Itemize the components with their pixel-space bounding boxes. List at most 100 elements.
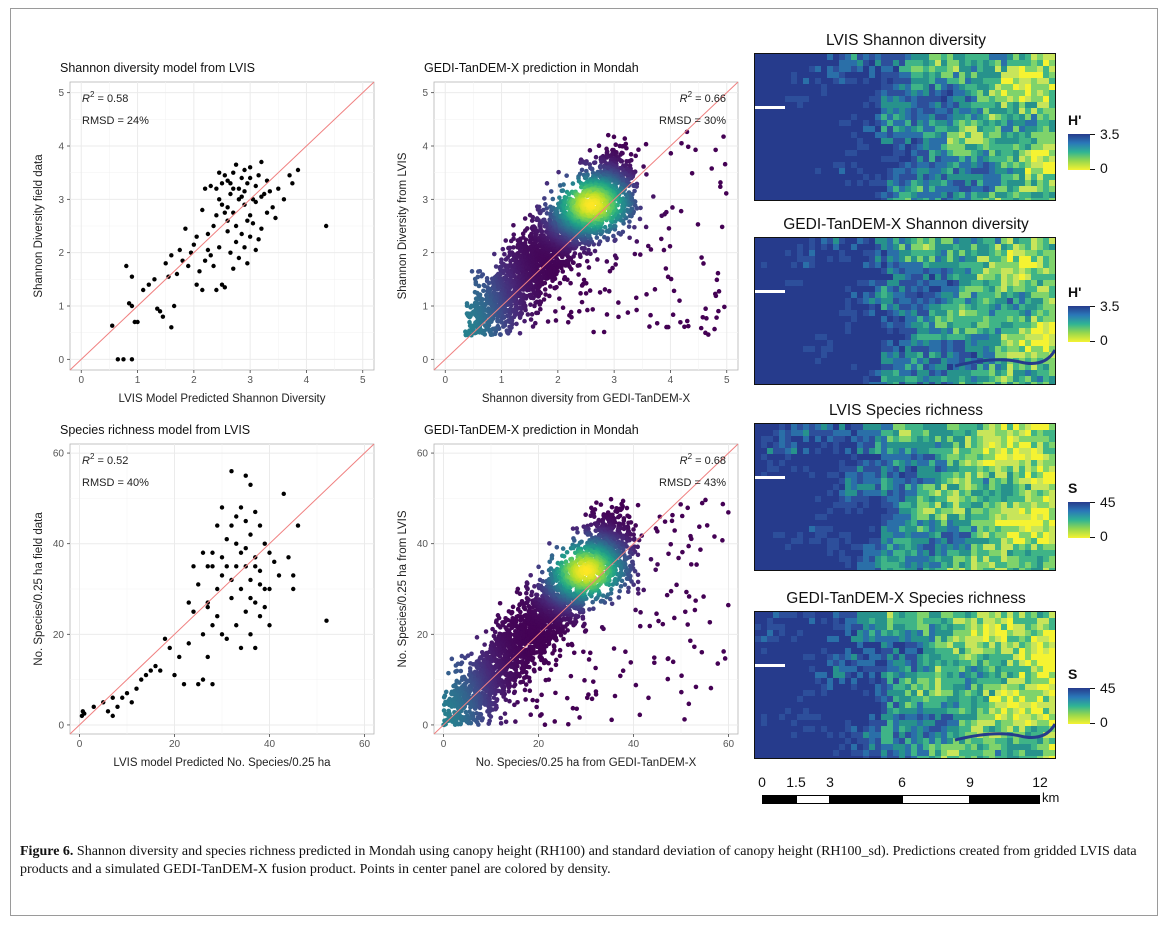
density-point (613, 262, 618, 267)
density-point (626, 514, 632, 520)
density-point (560, 269, 566, 274)
density-point (567, 313, 572, 318)
data-point (225, 205, 230, 210)
density-point (682, 717, 687, 722)
density-point (632, 251, 638, 257)
data-point (153, 663, 158, 669)
density-point (633, 523, 638, 528)
x-axis-label: LVIS Model Predicted Shannon Diversity (119, 393, 326, 405)
data-point (222, 285, 228, 290)
density-point (679, 689, 684, 695)
density-point (633, 682, 639, 688)
density-point (499, 259, 504, 265)
density-point (635, 579, 641, 585)
density-point (540, 207, 546, 213)
data-point (219, 181, 225, 186)
density-point (530, 697, 536, 703)
density-point (651, 655, 657, 660)
density-point (652, 287, 658, 292)
y-tick-label: 0 (422, 355, 428, 366)
density-point (604, 312, 610, 317)
x-tick-label: 0 (78, 375, 84, 386)
x-tick-label: 0 (441, 739, 447, 750)
density-point (602, 287, 608, 292)
density-point (459, 653, 465, 659)
density-point (584, 695, 590, 701)
density-point (527, 688, 533, 694)
density-point (586, 247, 591, 253)
data-point (242, 167, 247, 173)
density-point (686, 323, 691, 329)
r-squared-superscript: 2 (90, 452, 95, 461)
density-point (616, 514, 621, 520)
density-point (529, 231, 534, 237)
density-point (459, 677, 465, 683)
density-point (635, 552, 641, 558)
density-point (643, 141, 649, 147)
density-point (453, 669, 458, 674)
density-point (564, 173, 569, 178)
density-point (686, 594, 692, 599)
density-point (672, 528, 677, 533)
data-point (208, 253, 213, 258)
data-point (245, 218, 250, 223)
density-point (573, 613, 579, 618)
density-point (583, 291, 589, 296)
x-tick-label: 1 (499, 375, 505, 386)
density-point (594, 500, 599, 505)
y-tick-label: 2 (422, 248, 428, 259)
data-point (262, 191, 267, 197)
density-point (625, 310, 631, 315)
density-point (577, 262, 582, 268)
density-point (576, 272, 581, 277)
data-point (245, 261, 250, 266)
density-point (653, 567, 658, 573)
data-point (215, 586, 220, 592)
data-point (295, 167, 301, 173)
data-point (243, 609, 248, 614)
data-point (234, 541, 239, 546)
density-point (578, 184, 584, 190)
density-point (664, 592, 670, 598)
density-point (632, 188, 637, 194)
density-point (685, 505, 691, 511)
data-point (276, 573, 282, 578)
density-point (557, 653, 563, 659)
data-point (262, 541, 267, 546)
density-point (514, 321, 519, 327)
density-point (550, 278, 555, 284)
data-point (186, 263, 191, 269)
data-point (233, 239, 239, 245)
density-point (493, 264, 499, 269)
density-point (565, 642, 571, 648)
data-point (211, 223, 216, 229)
density-point (490, 626, 495, 632)
density-point (598, 502, 604, 507)
density-point (569, 641, 574, 647)
density-point (590, 679, 596, 684)
data-point (222, 173, 228, 178)
density-point (467, 319, 472, 325)
density-point (522, 318, 527, 324)
density-point (618, 152, 623, 157)
density-point (538, 306, 543, 312)
x-tick-label: 2 (191, 375, 197, 386)
density-point (577, 715, 582, 720)
data-point (105, 709, 111, 714)
density-point (523, 697, 528, 702)
density-point (627, 219, 632, 224)
density-point (503, 238, 509, 243)
data-point (157, 309, 163, 314)
density-point (699, 255, 704, 260)
density-point (561, 182, 566, 187)
x-tick-label: 0 (77, 739, 83, 750)
density-point (599, 159, 604, 165)
density-point (599, 598, 605, 604)
density-point (524, 590, 529, 596)
data-point (200, 550, 206, 555)
data-point (229, 595, 234, 601)
density-point (519, 598, 525, 604)
density-point (636, 147, 641, 153)
data-point (196, 681, 201, 687)
density-point (700, 314, 706, 320)
